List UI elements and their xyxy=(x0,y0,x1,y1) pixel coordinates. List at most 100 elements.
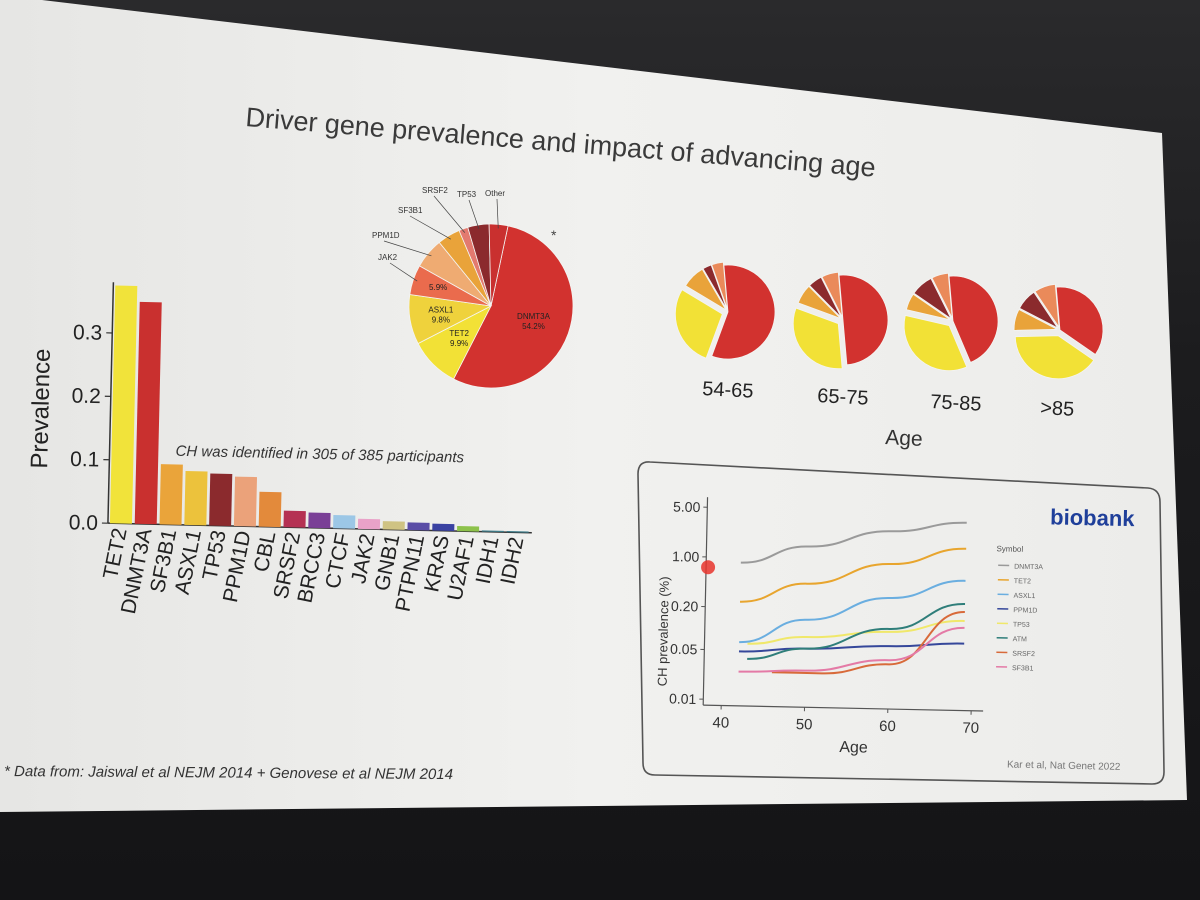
age-pie-2-slice-3 xyxy=(809,276,842,318)
age-pie-1-slice-2 xyxy=(685,268,727,311)
bar-idh2 xyxy=(506,530,529,533)
line-y-tick-label: 5.00 xyxy=(673,498,701,515)
line-x-axis xyxy=(703,704,984,712)
bar-y-tick-label: 0.3 xyxy=(73,321,103,345)
line-y-tick-label: 1.00 xyxy=(672,548,700,565)
line-series-tet2 xyxy=(740,547,967,603)
bar-tet2 xyxy=(109,285,138,524)
age-pie-4-slice-2 xyxy=(1013,308,1058,331)
legend-label-dnmt3a: DNMT3A xyxy=(1014,564,1043,572)
big-pie-label-jak2: JAK2 xyxy=(378,253,398,262)
big-pie-value-tet2: 9.9% xyxy=(450,339,468,348)
line-chart-citation: Kar et al, Nat Genet 2022 xyxy=(1007,760,1121,773)
big-pie-value-dnmt3a: 54.2% xyxy=(522,322,545,331)
age-pie-4-slice-1 xyxy=(1014,335,1095,380)
bar-ppm1d xyxy=(233,476,258,527)
bar-kras xyxy=(432,523,455,532)
laser-pointer-dot xyxy=(701,560,716,575)
legend-label-asxl1: ASXL1 xyxy=(1013,593,1035,600)
age-pie-3-slice-2 xyxy=(905,293,951,321)
age-pie-3-slice-3 xyxy=(913,277,952,320)
bar-ctcf xyxy=(333,514,356,529)
big-pie-leader-ppm1d xyxy=(383,240,432,257)
line-x-tick-label: 50 xyxy=(796,716,813,733)
bar-tp53 xyxy=(209,473,233,526)
line-series-sf3b1 xyxy=(738,626,965,673)
age-pie-2-slice-1 xyxy=(792,307,843,370)
age-pie-label: 75-85 xyxy=(930,391,982,416)
age-pie-1-slice-0 xyxy=(711,264,776,360)
bar-sf3b1 xyxy=(159,464,183,525)
line-x-tick-label: 70 xyxy=(962,720,979,737)
bar-idh1 xyxy=(481,530,504,533)
age-pie-2-slice-0 xyxy=(838,274,889,366)
age-pie-3-slice-1 xyxy=(903,314,968,371)
bar-y-tick-label: 0.0 xyxy=(68,511,98,535)
big-pie-label-other: Other xyxy=(485,189,505,198)
bar-asxl1 xyxy=(184,471,208,526)
age-group-pie-charts: 54-65 65-75 75-85 >85 xyxy=(674,261,1104,421)
line-series-srsf2 xyxy=(771,611,965,675)
big-pie-label-tp53: TP53 xyxy=(457,190,477,199)
bar-brcc3 xyxy=(308,512,331,529)
footnote: * Data from: Jaiswal et al NEJM 2014 + G… xyxy=(4,763,453,783)
line-y-tick-label: 0.05 xyxy=(670,641,698,658)
legend-label-tp53: TP53 xyxy=(1013,622,1030,629)
age-pie-4-slice-4 xyxy=(1034,283,1060,328)
bar-y-axis xyxy=(107,282,115,524)
age-pie-1-slice-3 xyxy=(702,264,728,310)
bar-u2af1 xyxy=(457,526,480,532)
big-pie-leader-jak2 xyxy=(389,262,418,282)
bar-gnb1 xyxy=(382,521,405,530)
line-series-tp53 xyxy=(747,619,965,645)
big-pie-label-ppm1d: PPM1D xyxy=(372,231,400,240)
age-pie-3-slice-4 xyxy=(931,272,953,319)
pie-asterisk: * xyxy=(551,227,557,243)
age-pie-2 xyxy=(792,271,889,370)
big-pie-leader-srsf2 xyxy=(433,195,466,233)
big-pie-label-sf3b1: SF3B1 xyxy=(398,206,423,215)
legend-title: Symbol xyxy=(996,544,1023,554)
line-series-dnmt3a xyxy=(740,521,967,564)
bar-cbl xyxy=(258,491,282,528)
line-series-atm xyxy=(747,602,966,660)
line-y-tick-label: 0.01 xyxy=(669,690,697,707)
age-pie-4 xyxy=(1013,283,1104,380)
bar-annotation: CH was identified in 305 of 385 particip… xyxy=(175,443,464,467)
age-pie-label: 65-75 xyxy=(817,385,869,410)
legend-label-srsf2: SRSF2 xyxy=(1012,651,1035,658)
line-y-axis xyxy=(702,497,709,706)
bar-y-tick-label: 0.2 xyxy=(71,384,101,408)
age-pie-label: >85 xyxy=(1040,397,1075,421)
big-pie-label-asxl1: ASXL1 xyxy=(428,305,453,314)
big-pie-slice-other xyxy=(488,223,509,307)
bar-ptpn11 xyxy=(407,522,430,531)
big-pie-value-asxl1: 9.8% xyxy=(432,315,450,324)
slide-surface xyxy=(0,0,1187,812)
age-pie-2-slice-4 xyxy=(821,271,843,318)
biobank-logo: biobank xyxy=(1050,504,1136,531)
age-pie-1-slice-1 xyxy=(674,289,723,359)
big-pie-value-jak2: 5.9% xyxy=(429,283,447,292)
big-pie-leader-sf3b1 xyxy=(409,215,452,240)
bar-dnmt3a xyxy=(134,301,162,525)
legend-label-tet2: TET2 xyxy=(1014,578,1031,585)
age-pie-3 xyxy=(903,272,999,371)
big-pie-label-tet2: TET2 xyxy=(449,329,469,338)
age-pie-1-slice-4 xyxy=(711,261,728,310)
age-pie-4-slice-0 xyxy=(1055,286,1104,355)
legend-label-sf3b1: SF3B1 xyxy=(1012,665,1034,672)
big-pie-label-srsf2: SRSF2 xyxy=(422,186,448,195)
bar-y-tick-label: 0.1 xyxy=(70,448,100,472)
big-pie-label-dnmt3a: DNMT3A xyxy=(517,312,551,321)
age-pie-3-slice-0 xyxy=(948,275,999,363)
big-pie-leader-tp53 xyxy=(468,199,480,230)
big-pie-slice-dnmt3a xyxy=(453,225,574,389)
line-y-axis-label: CH prevalence (%) xyxy=(655,576,672,686)
line-x-tick-label: 40 xyxy=(712,714,729,731)
bar-srsf2 xyxy=(283,510,306,528)
bar-jak2 xyxy=(357,518,381,530)
panel-border xyxy=(637,461,1165,785)
